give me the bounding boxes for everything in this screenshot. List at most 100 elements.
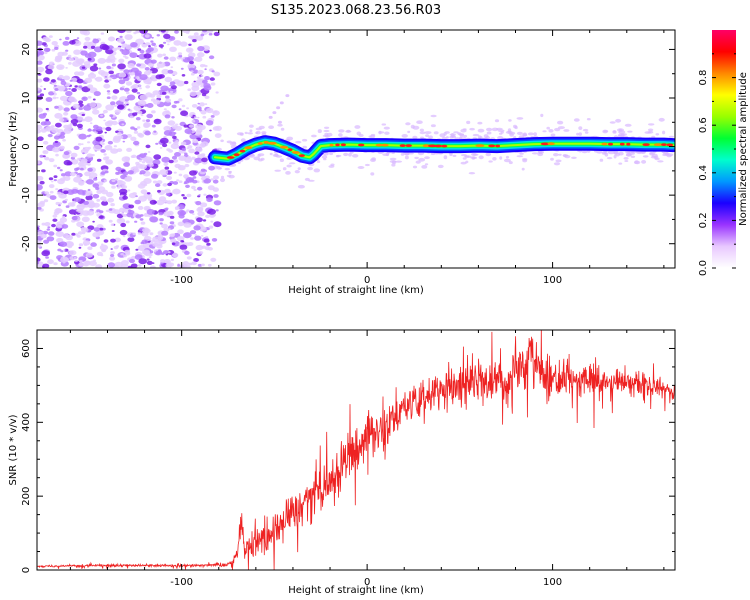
noise-speckle <box>71 232 76 236</box>
noise-speckle <box>137 205 144 210</box>
ridge-halo-speckle <box>603 130 609 133</box>
noise-speckle <box>123 69 130 74</box>
noise-speckle <box>149 232 154 236</box>
ridge-halo-speckle <box>505 155 510 159</box>
noise-speckle <box>160 30 166 33</box>
ridge-halo-speckle <box>503 158 511 163</box>
noise-speckle <box>56 191 62 195</box>
noise-speckle <box>99 215 104 219</box>
ridge-halo-speckle <box>218 167 223 170</box>
noise-speckle <box>49 35 53 38</box>
noise-speckle <box>68 87 71 90</box>
noise-speckle <box>186 56 195 62</box>
noise-speckle <box>55 153 59 157</box>
noise-speckle <box>206 30 214 34</box>
noise-speckle <box>116 213 124 219</box>
noise-speckle <box>68 209 77 215</box>
colorbar-tick-label: 0.6 <box>698 117 709 133</box>
noise-speckle <box>64 198 68 201</box>
ridge-halo-speckle <box>655 133 660 136</box>
ridge-halo-speckle <box>450 135 456 138</box>
noise-speckle <box>111 63 116 67</box>
ridge-halo-speckle <box>286 136 294 141</box>
ridge-halo-speckle <box>419 128 424 132</box>
noise-speckle <box>160 259 166 263</box>
ridge-halo-speckle <box>548 129 554 133</box>
noise-speckle <box>190 237 194 240</box>
noise-speckle <box>146 113 153 119</box>
noise-speckle <box>102 199 107 202</box>
noise-speckle <box>195 91 202 96</box>
noise-speckle <box>163 130 173 136</box>
ridge-halo-speckle <box>516 117 524 120</box>
noise-speckle <box>198 251 204 255</box>
noise-speckle <box>63 176 71 181</box>
ridge-halo-speckle <box>389 157 397 161</box>
noise-speckle <box>213 200 222 206</box>
ridge-halo-speckle <box>280 127 285 131</box>
y-tick-label: -10 <box>21 187 32 203</box>
ridge-peak <box>441 144 448 148</box>
ridge-peak <box>661 143 667 147</box>
noise-speckle <box>51 41 58 46</box>
ridge-halo-speckle <box>414 156 419 160</box>
noise-speckle <box>56 133 60 136</box>
ridge-peak <box>608 142 613 146</box>
ridge-halo-speckle <box>563 129 570 132</box>
noise-speckle <box>59 202 62 205</box>
colorbar-ticks: 0.0 0.2 0.4 0.6 0.8 <box>698 53 736 276</box>
noise-speckle <box>86 179 94 185</box>
noise-speckle <box>196 76 201 79</box>
noise-speckle <box>177 221 185 227</box>
noise-speckle <box>55 201 61 206</box>
noise-speckle <box>67 54 72 58</box>
noise-speckle <box>214 133 222 139</box>
noise-speckle <box>156 94 162 99</box>
noise-speckle <box>127 237 135 243</box>
noise-speckle <box>43 77 50 82</box>
noise-speckle <box>71 88 77 92</box>
noise-speckle <box>172 135 177 139</box>
noise-speckle <box>65 205 70 208</box>
noise-speckle <box>142 119 146 122</box>
noise-speckle <box>45 118 50 122</box>
noise-speckle <box>190 72 195 76</box>
noise-speckle <box>155 74 163 80</box>
snr-frame <box>36 329 676 571</box>
noise-speckle <box>45 68 53 75</box>
colorbar: 0.0 0.2 0.4 0.6 0.8 Normalized spectral ampl… <box>698 30 749 276</box>
noise-speckle <box>127 170 134 175</box>
noise-speckle <box>43 239 50 244</box>
ridge-halo-speckle <box>297 184 305 189</box>
noise-speckle <box>194 116 197 119</box>
noise-speckle <box>117 132 122 136</box>
noise-speckle <box>37 40 43 46</box>
ridge-halo-speckle <box>302 138 308 142</box>
spectrogram-x-ticks: -100 0 100 <box>69 30 665 286</box>
noise-speckle <box>165 110 170 113</box>
noise-speckle <box>213 221 222 228</box>
noise-speckle <box>47 133 53 138</box>
noise-speckle <box>157 53 163 58</box>
noise-speckle <box>133 105 142 111</box>
noise-speckle <box>84 77 93 84</box>
ridge-halo-speckle <box>237 161 241 164</box>
noise-speckle <box>139 218 144 221</box>
noise-speckle <box>60 66 63 69</box>
noise-speckle <box>95 264 103 268</box>
noise-speckle <box>72 103 80 109</box>
noise-speckle <box>175 123 179 126</box>
noise-speckle <box>199 229 203 231</box>
noise-speckle <box>87 128 92 132</box>
ridge-halo-speckle <box>618 151 624 156</box>
noise-speckle <box>126 134 132 138</box>
noise-speckle <box>206 242 211 246</box>
ridge-halo-speckle <box>546 126 550 130</box>
ridge-peak <box>428 144 437 148</box>
ridge-halo-speckle <box>311 134 317 138</box>
noise-speckle <box>126 103 129 106</box>
noise-speckle <box>78 100 84 104</box>
ridge-halo-speckle <box>642 155 649 158</box>
ridge-halo-speckle <box>599 158 604 162</box>
ridge-halo-speckle <box>249 124 254 128</box>
